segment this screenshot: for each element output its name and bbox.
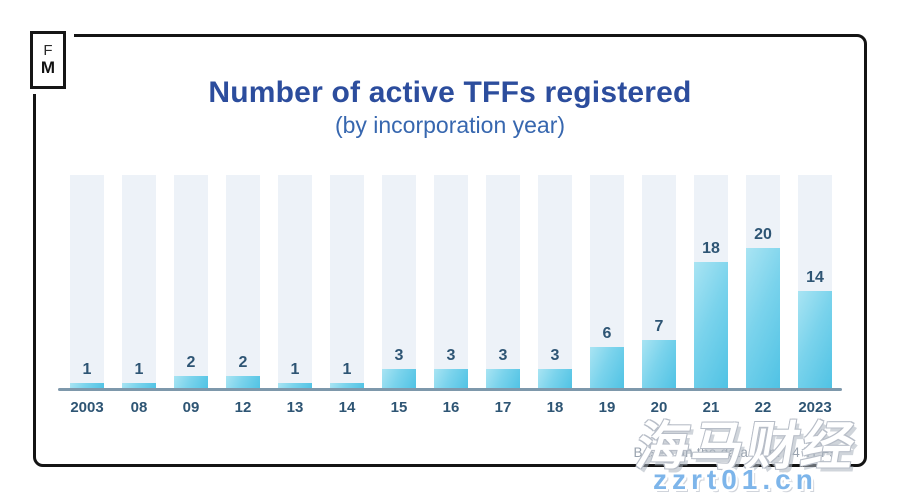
bar [746, 248, 780, 390]
bar [434, 369, 468, 390]
fm-logo-letter-m: M [40, 57, 56, 77]
bar [486, 369, 520, 390]
x-axis-tick-label: 22 [754, 399, 772, 416]
x-axis-tick-label: 12 [234, 399, 252, 416]
bar-value-label: 14 [806, 269, 824, 286]
bar-value-label: 18 [702, 240, 720, 257]
bar-value-label: 1 [342, 361, 352, 378]
fm-logo: F M [30, 31, 66, 89]
bar-slot: 20 22 [737, 175, 789, 416]
x-axis-tick-label: 19 [598, 399, 616, 416]
x-axis-tick-label: 20 [650, 399, 668, 416]
watermark-url-text: zzrt01.cn [653, 464, 818, 495]
column-background [330, 175, 364, 390]
bar-value-label: 7 [654, 318, 664, 335]
page-title: Number of active TFFs registered [208, 76, 692, 109]
bar-value-label: 1 [290, 361, 300, 378]
bar-value-label: 2 [186, 354, 196, 371]
column-background [226, 175, 260, 390]
bar-value-label: 2 [238, 354, 248, 371]
x-axis-tick-label: 14 [338, 399, 356, 416]
x-axis-tick-label: 18 [546, 399, 564, 416]
bar-slot: 14 2023 [789, 175, 841, 416]
bar [382, 369, 416, 390]
x-axis-tick-label: 2003 [70, 399, 104, 416]
x-axis-tick-label: 13 [286, 399, 304, 416]
bar-value-label: 3 [498, 347, 508, 364]
column-background [434, 175, 468, 390]
bar [798, 291, 832, 390]
bar-value-label: 1 [134, 361, 144, 378]
bar-value-label: 3 [550, 347, 560, 364]
bar-slot: 18 21 [685, 175, 737, 416]
source-note: Based on the data from 84 TFFs [633, 445, 837, 460]
x-axis-tick-label: 16 [442, 399, 460, 416]
bar [226, 376, 260, 390]
x-axis-tick-label: 08 [130, 399, 148, 416]
column-background [70, 175, 104, 390]
bar-value-label: 6 [602, 325, 612, 342]
bar-value-label: 20 [754, 226, 772, 243]
bar [70, 383, 104, 390]
x-axis-tick-label: 17 [494, 399, 512, 416]
bar [694, 262, 728, 390]
bar-slot: 1 08 [113, 175, 165, 416]
bar [122, 383, 156, 390]
bar-slot: 3 18 [529, 175, 581, 416]
column-background [538, 175, 572, 390]
fm-logo-letter-f: F [43, 42, 53, 60]
x-axis-tick-label: 21 [702, 399, 720, 416]
x-axis-line [58, 388, 842, 391]
x-axis-tick-label: 15 [390, 399, 408, 416]
bar-value-label: 1 [82, 361, 92, 378]
column-background [278, 175, 312, 390]
column-background [122, 175, 156, 390]
bar-slot: 3 15 [373, 175, 425, 416]
bar-slot: 1 14 [321, 175, 373, 416]
bar [174, 376, 208, 390]
bar-slot: 7 20 [633, 175, 685, 416]
bar [642, 340, 676, 390]
bar [278, 383, 312, 390]
x-axis-tick-label: 2023 [798, 399, 832, 416]
bar-slot: 2 12 [217, 175, 269, 416]
bar [590, 347, 624, 390]
bar-value-label: 3 [394, 347, 404, 364]
bar [538, 369, 572, 390]
x-axis-tick-label: 09 [182, 399, 200, 416]
chart-plot: 1 2003 1 08 2 09 2 12 1 13 1 14 3 15 3 16 3 17 3 18 6 19 7 20 18… [61, 175, 841, 416]
column-background [486, 175, 520, 390]
column-background [382, 175, 416, 390]
bar-slot: 1 13 [269, 175, 321, 416]
bar-slot: 1 2003 [61, 175, 113, 416]
page-subtitle: (by incorporation year) [334, 112, 566, 138]
bar-slot: 6 19 [581, 175, 633, 416]
bar-slot: 3 16 [425, 175, 477, 416]
bar-slot: 2 09 [165, 175, 217, 416]
bar-slot: 3 17 [477, 175, 529, 416]
bar [330, 383, 364, 390]
bar-value-label: 3 [446, 347, 456, 364]
column-background [174, 175, 208, 390]
